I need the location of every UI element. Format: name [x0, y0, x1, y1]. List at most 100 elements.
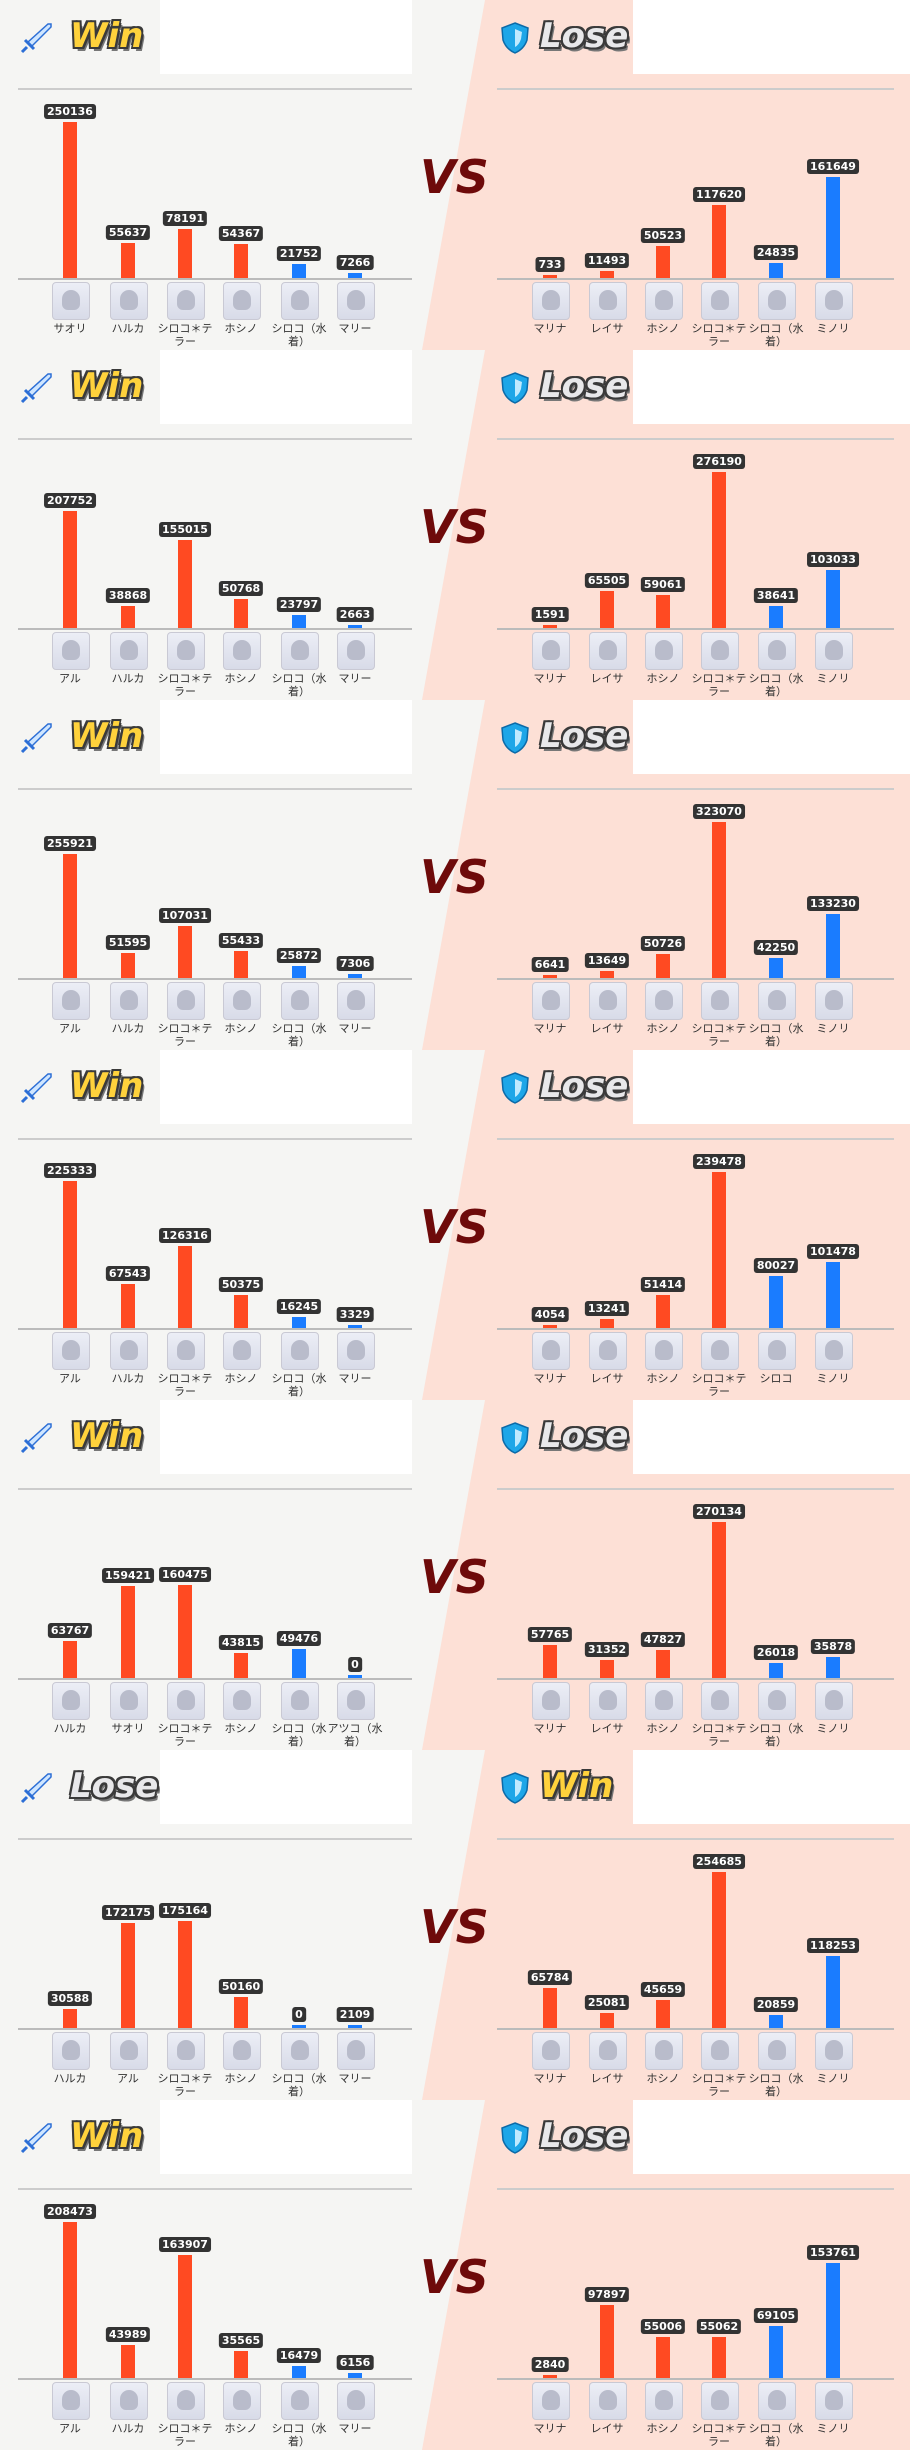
damage-bar	[600, 270, 614, 278]
member-name: シロコ＊テラー	[157, 1722, 213, 1748]
portrait	[110, 282, 148, 320]
sword-icon	[20, 1423, 52, 1454]
damage-bar	[712, 204, 726, 278]
value-label: 103033	[807, 551, 859, 567]
value-label: 2663	[336, 607, 374, 622]
value-label: 49476	[276, 1631, 322, 1647]
value-label: 107031	[159, 908, 211, 924]
portrait	[337, 1682, 375, 1720]
member-name: シロコ＊テラー	[691, 322, 747, 348]
damage-bar	[63, 2222, 77, 2378]
value-label: 6156	[336, 2355, 374, 2371]
damage-bar	[826, 2262, 840, 2378]
value-label: 55006	[640, 2318, 686, 2334]
portrait	[281, 1332, 319, 1370]
damage-bar	[178, 229, 192, 278]
portrait	[701, 982, 739, 1020]
portrait	[110, 1332, 148, 1370]
portrait	[645, 2032, 683, 2070]
result-label: Win	[70, 366, 144, 406]
damage-bar	[348, 2025, 362, 2028]
damage-bar	[121, 606, 135, 628]
member-name: シロコ＊テラー	[691, 2422, 747, 2448]
value-label: 97897	[584, 2286, 630, 2302]
member-name: シロコ＊テラー	[157, 2422, 213, 2448]
member-name: シロコ（水着）	[748, 1722, 804, 1748]
portrait	[701, 2382, 739, 2420]
portrait	[167, 282, 205, 320]
portrait	[52, 982, 90, 1020]
name-box	[633, 350, 910, 424]
value-label: 51595	[105, 935, 151, 951]
value-label: 0	[292, 2007, 306, 2022]
damage-bar	[121, 1585, 135, 1678]
baseline	[497, 2028, 894, 2030]
value-label: 3329	[336, 1307, 374, 1322]
portrait	[167, 632, 205, 670]
value-label: 0	[348, 1657, 362, 1672]
vs-label: VS	[420, 850, 489, 904]
sword-icon	[20, 2123, 52, 2154]
damage-bar	[769, 2326, 783, 2378]
portrait	[815, 2382, 853, 2420]
portrait	[110, 982, 148, 1020]
damage-bar	[348, 625, 362, 628]
shield-icon	[501, 1772, 529, 1804]
damage-bar	[292, 1317, 306, 1328]
name-box	[633, 0, 910, 74]
damage-bar	[543, 1644, 557, 1678]
separator	[497, 1138, 894, 1140]
damage-bar	[826, 1657, 840, 1678]
member-name: シロコ	[759, 1372, 793, 1385]
value-label: 155015	[159, 522, 211, 538]
damage-bar	[769, 262, 783, 278]
portrait	[815, 2032, 853, 2070]
portrait	[815, 1332, 853, 1370]
damage-bar	[769, 1275, 783, 1328]
value-label: 13649	[584, 953, 630, 969]
value-label: 20859	[753, 1997, 799, 2013]
value-label: 172175	[102, 1904, 154, 1920]
result-label: Lose	[540, 1066, 629, 1106]
damage-bar	[348, 974, 362, 978]
value-label: 65505	[584, 573, 630, 588]
name-box	[160, 350, 412, 424]
portrait	[815, 982, 853, 1020]
damage-bar	[292, 1649, 306, 1678]
damage-bar	[234, 951, 248, 978]
value-label: 160475	[159, 1567, 211, 1583]
member-name: マリナ	[533, 1372, 567, 1385]
damage-bar	[769, 606, 783, 628]
member-name: シロコ＊テラー	[157, 1022, 213, 1048]
name-box	[633, 2100, 910, 2174]
member-name: レイサ	[590, 1372, 624, 1385]
portrait	[815, 282, 853, 320]
damage-bar	[600, 2304, 614, 2378]
portrait	[645, 282, 683, 320]
match-block: Win 255921 アル 51595 ハルカ 107031 シロコ＊テラー 55433 ホシノ…	[0, 700, 910, 1050]
portrait	[281, 282, 319, 320]
member-name: アル	[59, 672, 81, 685]
portrait	[701, 282, 739, 320]
portrait	[758, 632, 796, 670]
portrait	[589, 282, 627, 320]
damage-bar	[63, 510, 77, 628]
value-label: 16479	[276, 2347, 322, 2363]
damage-bar	[178, 1585, 192, 1678]
member-name: シロコ（水着）	[748, 2422, 804, 2448]
portrait	[758, 982, 796, 1020]
value-label: 51414	[640, 1276, 686, 1292]
member-name: ホシノ	[646, 1722, 680, 1735]
portrait	[52, 2382, 90, 2420]
damage-bar	[292, 965, 306, 978]
result-label: Lose	[540, 1416, 629, 1456]
baseline	[497, 1678, 894, 1680]
member-name: シロコ（水着）	[271, 1372, 327, 1398]
result-label: Lose	[540, 366, 629, 406]
portrait	[532, 1332, 570, 1370]
value-label: 6641	[531, 956, 569, 972]
value-label: 47827	[640, 1632, 686, 1648]
value-label: 63767	[47, 1623, 93, 1639]
member-name: ホシノ	[224, 1722, 258, 1735]
member-name: ハルカ	[111, 672, 145, 685]
